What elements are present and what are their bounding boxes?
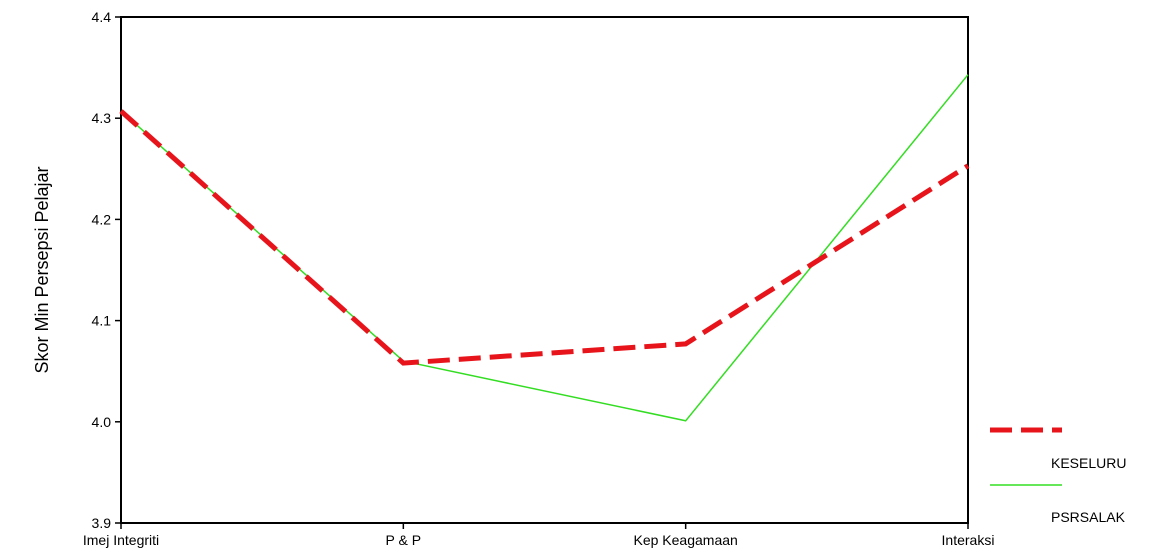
- plot-frame: [120, 16, 969, 524]
- x-tick-label: P & P: [386, 532, 422, 548]
- x-tick-label: Interaksi: [942, 532, 995, 548]
- y-tick-label: 4.0: [92, 414, 112, 430]
- y-tick-label: 4.2: [92, 211, 112, 227]
- plot-area: 3.9 4.0 4.1 4.2 4.3 4.4 Imej Integriti P & P Kep…: [83, 9, 995, 548]
- legend: KESELURU PSRSALAK: [990, 427, 1126, 525]
- legend-label: KESELURU: [1051, 455, 1126, 471]
- x-tick-label: Kep Keagamaan: [634, 532, 738, 548]
- legend-label: PSRSALAK: [1051, 509, 1126, 525]
- y-tick-label: 3.9: [92, 515, 112, 531]
- series-line-keseluru: [119, 109, 970, 366]
- y-axis-title: Skor Min Persepsi Pelajar: [32, 166, 52, 373]
- y-tick-label: 4.3: [92, 110, 112, 126]
- y-tick-label: 4.4: [92, 9, 112, 25]
- y-tick-label: 4.1: [92, 313, 112, 329]
- x-tick-label: Imej Integriti: [83, 532, 159, 548]
